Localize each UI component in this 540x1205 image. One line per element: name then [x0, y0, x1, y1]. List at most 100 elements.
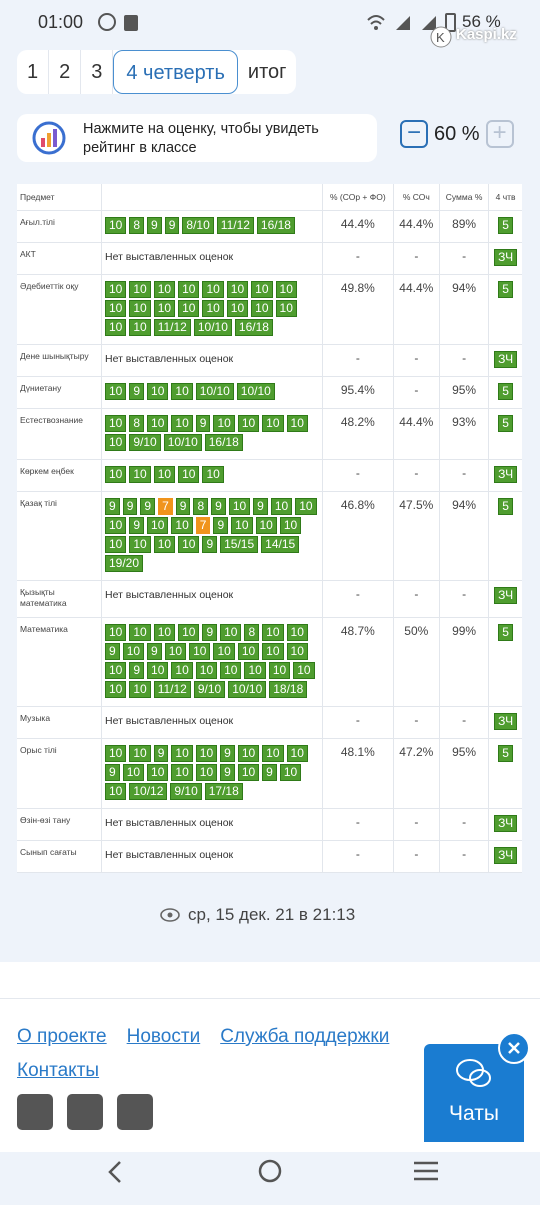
link[interactable]: Новости — [126, 1026, 201, 1047]
chat-close[interactable] — [498, 1032, 530, 1064]
grade[interactable]: 10 — [105, 281, 127, 298]
grade[interactable]: 10 — [171, 764, 193, 781]
grade[interactable]: 10 — [251, 300, 273, 317]
grade[interactable]: 9 — [122, 498, 138, 515]
grade[interactable]: 10 — [244, 662, 266, 679]
grade[interactable]: 10 — [105, 536, 127, 553]
grade[interactable]: 10 — [129, 681, 151, 698]
grade[interactable]: 9 — [202, 624, 218, 641]
grade[interactable]: 9 — [175, 498, 191, 515]
grade[interactable]: 9 — [147, 643, 162, 660]
grade[interactable]: 10/10 — [193, 319, 232, 336]
facebook[interactable] — [17, 1094, 53, 1130]
grade[interactable]: 9 — [129, 383, 145, 400]
grade[interactable]: 10 — [105, 217, 127, 234]
grade[interactable]: 10 — [226, 281, 249, 298]
tab[interactable]: 2 — [49, 50, 82, 94]
grade[interactable]: 10 — [189, 643, 211, 660]
grade[interactable]: 10 — [105, 434, 127, 451]
grade[interactable]: 10 — [262, 745, 284, 762]
tab[interactable]: итог — [247, 61, 287, 83]
grade[interactable]: 9 — [105, 498, 120, 515]
grade[interactable]: 8/10 — [182, 217, 214, 234]
grade[interactable]: 10 — [202, 300, 224, 317]
grade[interactable]: 10 — [105, 466, 127, 483]
tab-active[interactable]: 4 четверть — [113, 50, 238, 94]
grade[interactable]: 10 — [153, 536, 176, 553]
grade[interactable]: 10 — [178, 466, 200, 483]
grade[interactable]: 10 — [275, 281, 297, 298]
grade[interactable]: 10 — [226, 300, 249, 317]
grade[interactable]: 10 — [286, 745, 308, 762]
grade[interactable]: 10 — [153, 466, 176, 483]
grade[interactable]: 10 — [171, 383, 193, 400]
grade[interactable]: 10 — [295, 498, 317, 515]
grade[interactable]: 9 — [147, 217, 162, 234]
grade[interactable]: 19/20 — [105, 555, 144, 572]
grade[interactable]: 10 — [129, 466, 151, 483]
grade[interactable]: 10 — [178, 300, 200, 317]
grade[interactable]: 10/10 — [163, 434, 202, 451]
grade[interactable]: 16/18 — [234, 319, 273, 336]
grade[interactable]: 11/12 — [153, 681, 191, 698]
grade[interactable]: 10 — [262, 643, 284, 660]
link[interactable]: Служба поддержки — [220, 1026, 390, 1047]
grade[interactable]: 10 — [105, 517, 127, 534]
grade[interactable]: 10 — [178, 624, 200, 641]
grade[interactable]: 10 — [262, 415, 284, 432]
grade[interactable]: 10 — [129, 536, 151, 553]
grade[interactable]: 10 — [147, 383, 169, 400]
grade[interactable]: 9 — [220, 745, 235, 762]
grade[interactable]: 10/10 — [236, 383, 275, 400]
grade[interactable]: 10 — [293, 662, 315, 679]
grade[interactable]: 10 — [178, 281, 200, 298]
grade[interactable]: 10 — [220, 662, 242, 679]
grade[interactable]: 10 — [122, 643, 145, 660]
grade[interactable]: 10 — [213, 415, 235, 432]
grade[interactable]: 10 — [105, 783, 127, 800]
grade[interactable]: 10/12 — [129, 783, 168, 800]
instagram[interactable] — [67, 1094, 103, 1130]
youtube[interactable] — [117, 1094, 153, 1130]
grade[interactable]: 10 — [178, 536, 200, 553]
grade[interactable]: 10 — [105, 624, 127, 641]
grade[interactable]: 10 — [202, 281, 224, 298]
grade[interactable]: 10 — [237, 764, 260, 781]
grade[interactable]: 10 — [105, 300, 127, 317]
grade[interactable]: 10 — [228, 498, 251, 515]
grade[interactable]: 9 — [105, 764, 120, 781]
grade[interactable]: 9/10 — [170, 783, 202, 800]
grade[interactable]: 10 — [279, 764, 302, 781]
grade[interactable]: 10 — [147, 415, 169, 432]
grade[interactable]: 10 — [129, 319, 151, 336]
grade[interactable]: 9 — [211, 498, 226, 515]
grade[interactable]: 9 — [262, 764, 277, 781]
grade[interactable]: 9 — [105, 643, 120, 660]
zoom-out[interactable]: − — [400, 120, 428, 148]
grade[interactable]: 8 — [129, 415, 145, 432]
grade[interactable]: 10 — [251, 281, 273, 298]
grade[interactable]: 9/10 — [193, 681, 226, 698]
grade[interactable]: 10 — [237, 643, 260, 660]
grade[interactable]: 10 — [105, 662, 127, 679]
grade[interactable]: 8 — [244, 624, 260, 641]
grade[interactable]: 10 — [195, 745, 218, 762]
grade[interactable]: 10 — [147, 764, 169, 781]
link[interactable]: О проекте — [17, 1026, 107, 1047]
grade[interactable]: 10/10 — [195, 383, 234, 400]
grade[interactable]: 10 — [279, 517, 302, 534]
grade[interactable]: 10 — [237, 745, 260, 762]
grade[interactable]: 10 — [195, 764, 218, 781]
grade[interactable]: 10 — [220, 624, 242, 641]
grade[interactable]: 10 — [270, 498, 293, 515]
grade[interactable]: 10 — [105, 319, 127, 336]
grade[interactable]: 9 — [164, 217, 180, 234]
grade[interactable]: 10 — [255, 517, 277, 534]
grade[interactable]: 10 — [164, 643, 187, 660]
grade[interactable]: 10 — [147, 517, 169, 534]
grade[interactable]: 10 — [237, 415, 260, 432]
grade[interactable]: 10 — [171, 517, 193, 534]
grade[interactable]: 10 — [171, 745, 193, 762]
grade[interactable]: 17/18 — [204, 783, 243, 800]
grade[interactable]: 10 — [171, 662, 193, 679]
